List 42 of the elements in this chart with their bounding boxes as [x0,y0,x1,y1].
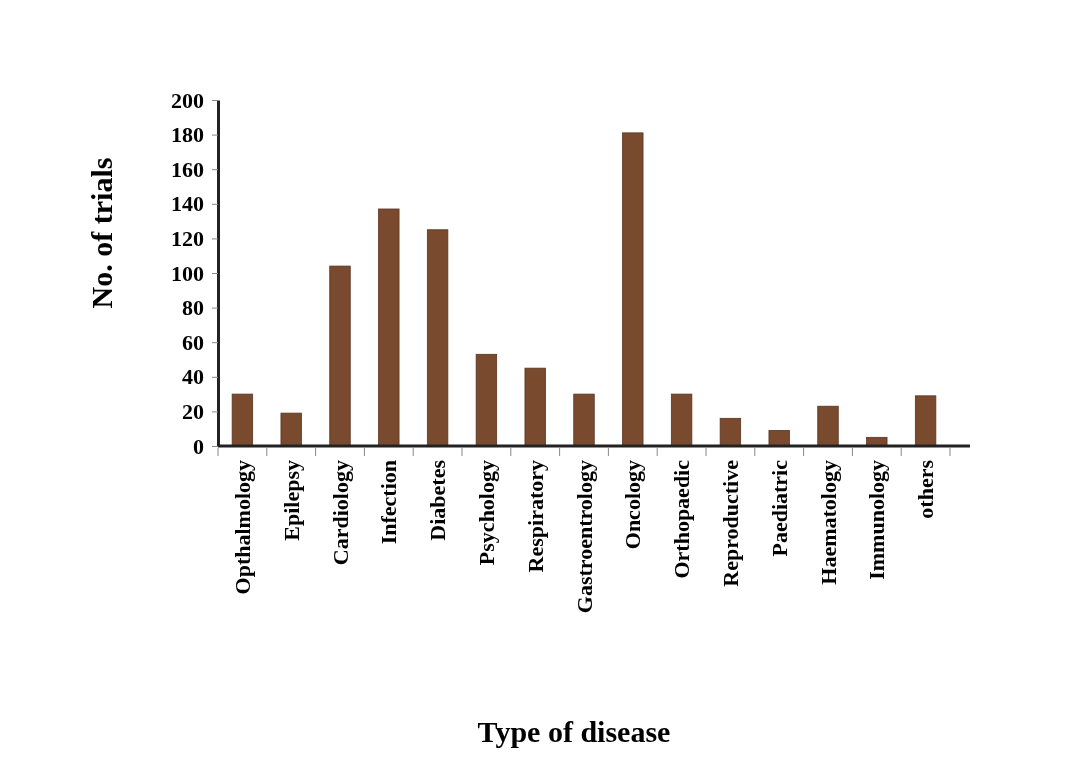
y-tick-label: 120 [171,225,204,251]
x-axis-title: Type of disease [477,715,671,748]
x-tick-label: Opthalmology [229,460,255,595]
y-tick-label: 20 [182,398,204,424]
bar [768,430,790,447]
bar [475,353,498,447]
y-tick-label: 40 [182,364,204,390]
x-tick-label: Respiratory [522,460,548,573]
bar [280,412,302,447]
bar [670,393,693,447]
bar [719,417,742,447]
x-tick-label: Paediatric [766,459,792,557]
bar [231,393,254,447]
x-tick-label: Haematology [815,460,841,585]
x-tick-label: Oncology [620,460,646,550]
y-tick-label: 60 [182,329,204,355]
x-tick-label: Reproductive [717,459,743,587]
x-tick-label: Orthopaedic [669,459,695,579]
bar [817,405,839,447]
y-tick-label: 140 [171,191,204,217]
y-tick-label: 100 [171,260,204,286]
x-tick-label: Epilepsy [278,460,304,541]
bar [622,132,644,447]
x-tick-label: Gastroentrology [571,460,597,614]
bar [378,208,400,447]
y-axis-title: No. of trials [85,157,118,309]
bar [914,395,937,447]
y-tick-label: 180 [171,122,204,148]
x-tick-label: Infection [376,460,402,545]
y-tick-label: 200 [171,87,204,113]
y-tick-label: 160 [171,156,204,182]
x-tick-label: Immunology [864,460,890,580]
x-tick-label: others [913,459,939,519]
y-tick-label: 0 [193,433,204,459]
y-tick-label: 80 [182,295,204,321]
bar [329,265,351,447]
x-tick-label: Psychology [473,460,499,566]
bar [573,393,595,447]
x-tick-label: Diabetes [425,459,451,541]
bar [524,367,546,447]
x-tick-label: Cardiology [327,460,353,566]
bar [426,229,449,447]
